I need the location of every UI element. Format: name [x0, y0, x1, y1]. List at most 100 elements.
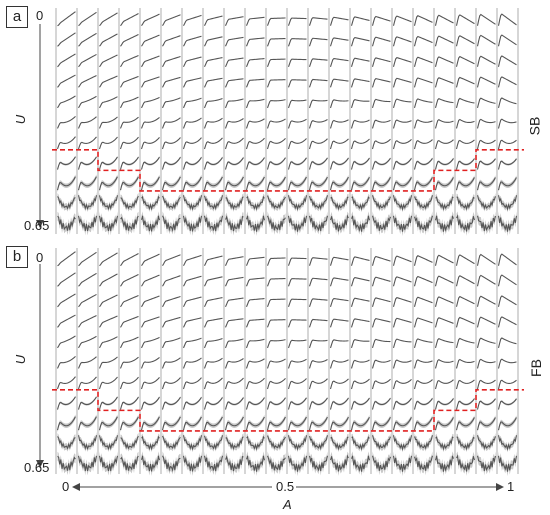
- cell-curve: [497, 118, 517, 129]
- cell-curve: [497, 337, 517, 349]
- curve-uncertainty-band: [204, 211, 223, 236]
- cell-curve: [99, 33, 118, 47]
- cell-curve: [78, 75, 97, 88]
- cell-curve: [476, 379, 496, 390]
- cell-curve: [308, 37, 328, 47]
- cell-curve: [99, 273, 118, 287]
- curve-uncertainty-band: [456, 211, 475, 236]
- cell-curve: [162, 254, 181, 267]
- cell-curve: [476, 295, 496, 307]
- cell-curve: [120, 315, 139, 328]
- curve-uncertainty-band: [477, 415, 496, 433]
- cell-curve: [99, 75, 118, 88]
- cell-curve: [371, 397, 391, 410]
- curve-uncertainty-band: [351, 193, 370, 213]
- cell-curve: [77, 376, 97, 390]
- cell-curve: [350, 397, 370, 410]
- cell-curve: [287, 278, 307, 287]
- cell-curve: [497, 379, 517, 390]
- cell-curve: [434, 177, 454, 191]
- curve-uncertainty-band: [456, 415, 475, 433]
- cell-curve: [98, 176, 118, 191]
- cell-curve: [308, 318, 328, 328]
- cell-curve: [476, 253, 496, 266]
- curve-uncertainty-band: [330, 414, 349, 433]
- cell-curve: [434, 317, 454, 328]
- cell-curve: [225, 196, 244, 211]
- cell-curve: [182, 137, 202, 150]
- cell-curve: [497, 358, 517, 369]
- cell-curve: [434, 77, 454, 88]
- cell-curve: [329, 277, 349, 287]
- cell-curve: [141, 13, 160, 27]
- curve-uncertainty-band: [120, 155, 139, 171]
- cell-curve: [308, 119, 328, 129]
- cell-curve: [225, 436, 244, 451]
- cell-curve: [266, 17, 286, 26]
- cell-curve: [308, 58, 328, 67]
- curve-uncertainty-band: [372, 451, 391, 476]
- cell-curve: [266, 58, 286, 68]
- curve-uncertainty-band: [330, 174, 349, 193]
- panel-b-u-label: U: [13, 354, 29, 365]
- cell-curve: [392, 359, 412, 369]
- cell-curve: [350, 57, 370, 67]
- cell-curve: [497, 295, 517, 307]
- cell-curve: [392, 177, 412, 191]
- cell-curve: [497, 195, 518, 211]
- cell-curve: [329, 99, 349, 109]
- cell-curve: [204, 36, 223, 47]
- cell-curve: [371, 318, 391, 328]
- u-axis-arrowhead: [36, 220, 44, 228]
- curve-uncertainty-band: [288, 191, 307, 213]
- cell-curve: [224, 276, 244, 287]
- cell-curve: [371, 138, 391, 150]
- curve-uncertainty-band: [57, 211, 76, 236]
- cell-curve: [350, 338, 370, 349]
- cell-curve: [162, 14, 181, 27]
- cell-curve: [162, 55, 181, 68]
- cell-curve: [99, 336, 118, 349]
- curve-uncertainty-band: [120, 395, 139, 411]
- cell-curve: [141, 274, 160, 287]
- cell-curve: [371, 276, 391, 287]
- curve-uncertainty-band: [330, 193, 349, 212]
- cell-curve: [203, 98, 223, 109]
- cell-curve: [287, 99, 307, 109]
- cell-curve: [98, 195, 119, 211]
- cell-curve: [413, 296, 433, 307]
- curve-uncertainty-band: [99, 414, 118, 433]
- cell-curve: [266, 319, 286, 328]
- cell-curve: [56, 156, 76, 170]
- cell-curve: [434, 56, 454, 67]
- cell-curve: [98, 435, 119, 451]
- curve-uncertainty-band: [414, 451, 433, 476]
- cell-curve: [57, 293, 76, 308]
- cell-curve: [329, 339, 349, 349]
- cell-curve: [371, 215, 392, 231]
- curve-uncertainty-band: [183, 174, 202, 193]
- curve-uncertainty-band: [372, 175, 391, 193]
- cell-curve: [413, 98, 433, 109]
- cell-curve: [497, 177, 517, 191]
- panel-a-u-label: U: [13, 114, 29, 125]
- cell-curve: [287, 138, 307, 150]
- cell-curve: [161, 117, 181, 129]
- cell-curve: [392, 296, 412, 307]
- cell-curve: [455, 295, 475, 307]
- cell-curve: [476, 358, 496, 369]
- cell-curve: [182, 377, 202, 390]
- cell-curve: [245, 157, 265, 170]
- cell-curve: [141, 195, 160, 211]
- cell-curve: [203, 338, 223, 349]
- cell-curve: [120, 215, 139, 231]
- cell-curve: [182, 435, 203, 451]
- cell-curve: [203, 77, 223, 88]
- cell-curve: [455, 177, 475, 191]
- a-axis-right-arrowhead: [496, 483, 504, 491]
- cell-curve: [287, 358, 307, 369]
- cell-curve: [57, 95, 76, 109]
- cell-curve: [56, 416, 76, 431]
- curve-uncertainty-band: [351, 156, 370, 171]
- cell-curve: [224, 16, 244, 26]
